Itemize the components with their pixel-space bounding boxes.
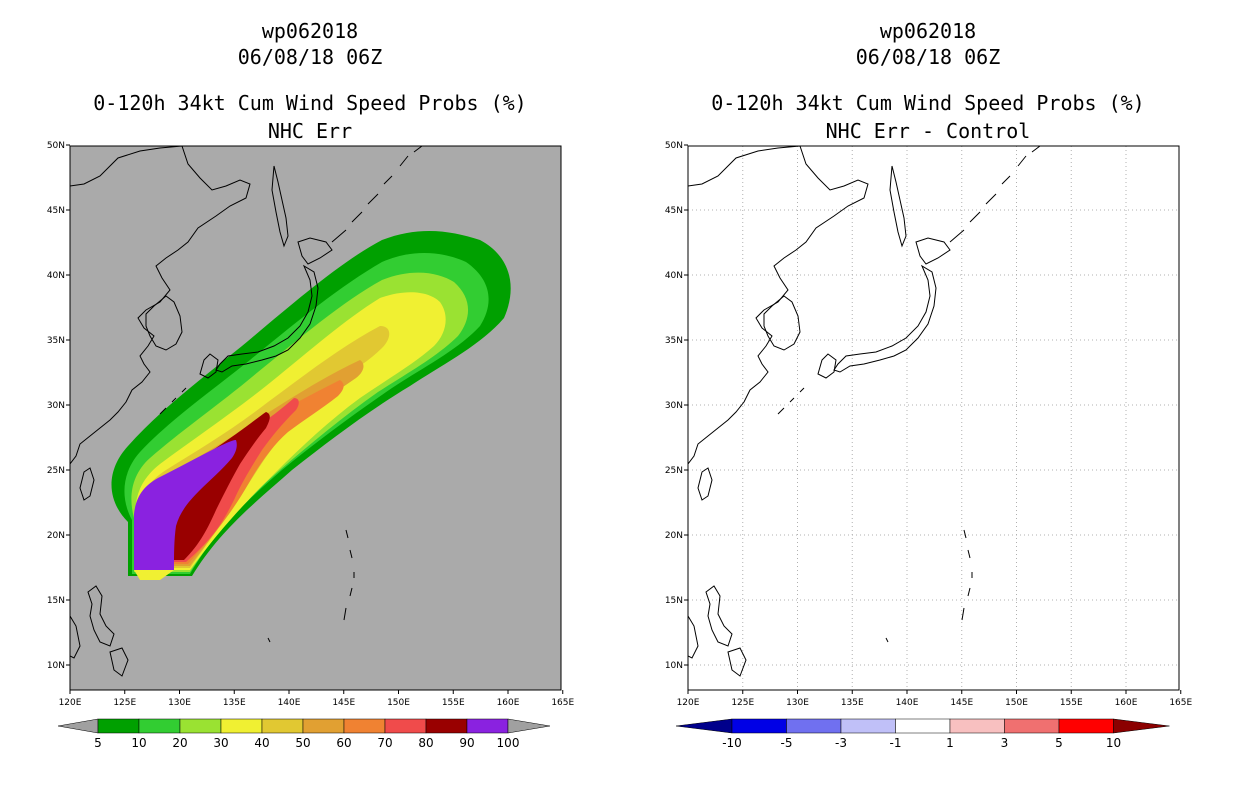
lon-tick-label: 120E [59, 698, 82, 708]
lat-tick-label: 20N [47, 531, 65, 541]
lon-tick-label: 155E [442, 698, 465, 708]
right-map-background [688, 146, 1179, 690]
colorbar-label: 60 [336, 736, 351, 750]
colorbar-label: -1 [890, 736, 902, 750]
right-map-panel: 120E 125E 130E 135E 140E 145E 150E 155E 160E 165E… [665, 141, 1193, 708]
lon-tick-label: 125E [731, 698, 754, 708]
right-title-product: 0-120h 34kt Cum Wind Speed Probs (%) [711, 91, 1145, 115]
right-colorbar: -10 -5 -3 -1 1 3 5 10 [675, 718, 1170, 750]
lat-tick-label: 45N [665, 206, 683, 216]
lat-tick-label: 40N [47, 271, 65, 281]
lon-tick-label: 135E [841, 698, 864, 708]
right-title-subtitle: NHC Err - Control [825, 119, 1031, 143]
lon-tick-label: 140E [278, 698, 301, 708]
lat-tick-label: 20N [665, 531, 683, 541]
lat-tick-label: 35N [665, 336, 683, 346]
lat-tick-label: 40N [665, 271, 683, 281]
lon-tick-label: 150E [387, 698, 410, 708]
lat-tick-label: 10N [47, 661, 65, 671]
colorbar-label: 1 [946, 736, 954, 750]
lon-tick-label: 135E [223, 698, 246, 708]
colorbar-label: -10 [722, 736, 742, 750]
lat-tick-label: 25N [47, 466, 65, 476]
lat-tick-label: 25N [665, 466, 683, 476]
colorbar-swatch [302, 718, 345, 734]
colorbar-swatch [949, 718, 1005, 734]
colorbar-label: 5 [94, 736, 102, 750]
colorbar-high-arrow [507, 718, 551, 734]
colorbar-label: 5 [1055, 736, 1063, 750]
lon-tick-label: 130E [786, 698, 809, 708]
contour-80pct [146, 412, 270, 560]
colorbar-label: -3 [835, 736, 847, 750]
lat-tick-label: 15N [47, 596, 65, 606]
colorbar-label: 90 [459, 736, 474, 750]
colorbar-swatch [179, 718, 222, 734]
colorbar-label: -5 [781, 736, 793, 750]
right-axis-ticks: 120E 125E 130E 135E 140E 145E 150E 155E 160E 165E… [665, 141, 1193, 708]
lon-tick-label: 165E [551, 698, 574, 708]
lat-tick-label: 30N [47, 401, 65, 411]
lat-tick-label: 10N [665, 661, 683, 671]
colorbar-swatch [840, 718, 896, 734]
left-title-date: 06/08/18 06Z [237, 45, 383, 69]
colorbar-swatch [343, 718, 386, 734]
lon-tick-label: 165E [1169, 698, 1192, 708]
colorbar-label: 50 [295, 736, 310, 750]
colorbar-label: 100 [497, 736, 520, 750]
left-colorbar: 5 10 20 30 40 50 60 70 80 90 100 [57, 718, 551, 750]
colorbar-label: 70 [377, 736, 392, 750]
colorbar-low-arrow [57, 718, 99, 734]
colorbar-swatch [220, 718, 263, 734]
lon-tick-label: 160E [1115, 698, 1138, 708]
colorbar-label: 3 [1001, 736, 1009, 750]
lat-tick-label: 35N [47, 336, 65, 346]
lon-tick-label: 140E [896, 698, 919, 708]
lon-tick-label: 145E [332, 698, 355, 708]
contour-100pct-edge [134, 570, 174, 580]
colorbar-swatch [1004, 718, 1060, 734]
left-title-product: 0-120h 34kt Cum Wind Speed Probs (%) [93, 91, 527, 115]
colorbar-swatch [786, 718, 842, 734]
left-title-subtitle: NHC Err [267, 119, 353, 143]
lon-tick-label: 145E [950, 698, 973, 708]
colorbar-swatch [895, 718, 951, 734]
contour-90pct [134, 440, 237, 570]
colorbar-swatch [1058, 718, 1114, 734]
colorbar-label: 10 [1106, 736, 1121, 750]
colorbar-label: 10 [131, 736, 146, 750]
colorbar-swatch [731, 718, 787, 734]
colorbar-swatch [138, 718, 181, 734]
colorbar-label: 30 [213, 736, 228, 750]
colorbar-swatch [384, 718, 427, 734]
left-probability-contours [70, 146, 511, 677]
left-title-storm: wp062018 [261, 19, 359, 43]
colorbar-high-arrow [1113, 718, 1170, 734]
lat-tick-label: 30N [665, 401, 683, 411]
colorbar-swatch [97, 718, 140, 734]
colorbar-label: 40 [254, 736, 269, 750]
lat-tick-label: 45N [47, 206, 65, 216]
colorbar-low-arrow [675, 718, 733, 734]
lat-tick-label: 50N [47, 141, 65, 151]
right-title-storm: wp062018 [879, 19, 977, 43]
lat-tick-label: 15N [665, 596, 683, 606]
colorbar-label: 20 [172, 736, 187, 750]
colorbar-swatch [261, 718, 304, 734]
colorbar-label: 80 [418, 736, 433, 750]
colorbar-swatch [466, 718, 509, 734]
lon-tick-label: 150E [1005, 698, 1028, 708]
colorbar-swatch [425, 718, 468, 734]
left-axis-ticks: 120E 125E 130E 135E 140E 145E 150E 155E 160E 165E… [47, 141, 575, 708]
left-map-panel: 120E 125E 130E 135E 140E 145E 150E 155E 160E 165E… [47, 141, 575, 708]
lon-tick-label: 130E [168, 698, 191, 708]
lat-tick-label: 50N [665, 141, 683, 151]
lon-tick-label: 120E [677, 698, 700, 708]
right-title-date: 06/08/18 06Z [855, 45, 1001, 69]
lon-tick-label: 155E [1060, 698, 1083, 708]
lon-tick-label: 125E [113, 698, 136, 708]
lon-tick-label: 160E [497, 698, 520, 708]
right-gridlines [688, 146, 1179, 690]
